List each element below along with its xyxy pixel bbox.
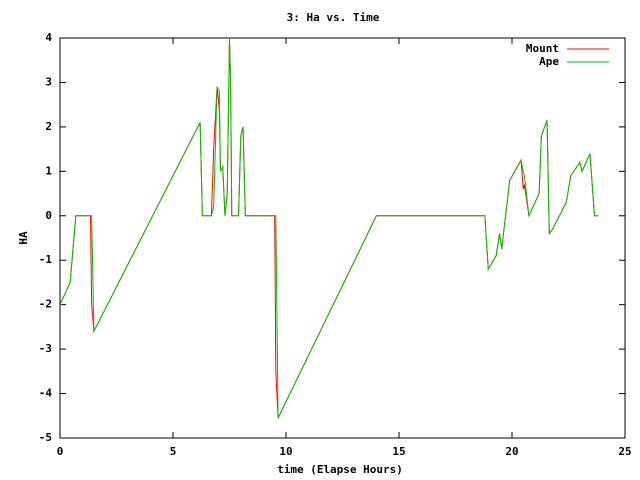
y-tick-label: -5 [39, 431, 52, 444]
plot-border [59, 37, 626, 439]
legend-label: Ape [539, 55, 559, 68]
legend-label: Mount [526, 42, 559, 55]
y-tick-label: 3 [45, 75, 52, 88]
y-tick-label: 4 [45, 31, 52, 44]
y-tick-label: 2 [45, 120, 52, 133]
chart-title: 3: Ha vs. Time [287, 11, 380, 24]
y-tick-label: -3 [39, 342, 52, 355]
x-tick-label: 10 [279, 445, 292, 458]
y-axis-label: HA [17, 231, 30, 245]
y-tick-label: 1 [45, 164, 52, 177]
x-tick-label: 15 [392, 445, 405, 458]
x-tick-label: 5 [170, 445, 177, 458]
x-axis-label: time (Elapse Hours) [277, 463, 403, 476]
x-tick-label: 0 [57, 445, 64, 458]
y-tick-label: -4 [39, 387, 53, 400]
series-line [59, 37, 598, 419]
x-tick-label: 25 [618, 445, 631, 458]
x-tick-label: 20 [505, 445, 518, 458]
y-tick-label: -2 [39, 298, 52, 311]
y-tick-label: -1 [39, 253, 53, 266]
y-tick-label: 0 [45, 209, 52, 222]
